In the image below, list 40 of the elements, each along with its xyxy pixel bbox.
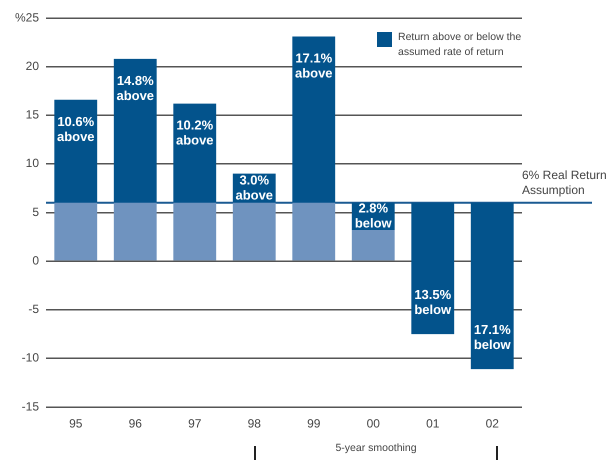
data-label: 17.1% below xyxy=(474,322,512,352)
bar xyxy=(411,202,454,334)
y-tick-label: -5 xyxy=(28,302,40,316)
y-tick-label: %25 xyxy=(14,10,40,24)
bar xyxy=(292,202,336,260)
data-label: 14.8% above xyxy=(116,72,154,103)
x-tick-label: 99 xyxy=(307,416,321,431)
bar xyxy=(54,100,98,203)
bar xyxy=(114,202,157,260)
bar xyxy=(292,36,336,203)
x-tick-label: 01 xyxy=(426,416,440,431)
bar xyxy=(352,230,395,260)
data-label: 10.2% above xyxy=(176,118,214,148)
bar xyxy=(470,202,514,370)
data-label: 3.0% above xyxy=(235,172,274,202)
x-tick-label: 97 xyxy=(188,416,202,431)
y-tick-label: 15 xyxy=(26,108,40,122)
ref-line-label: 6% Real Return Assumption xyxy=(522,168,607,197)
data-label: 10.6% above xyxy=(56,114,95,144)
bar xyxy=(173,104,216,203)
bar xyxy=(54,202,98,260)
legend-label: Return above or below the assumed rate of return xyxy=(398,30,522,60)
bar xyxy=(114,58,157,203)
x-tick-label: 96 xyxy=(128,416,142,431)
x-tick-label: 95 xyxy=(69,416,83,431)
data-label: 2.8% below xyxy=(354,200,393,230)
x-tick-label: 00 xyxy=(366,416,380,431)
y-tick-label: -10 xyxy=(22,350,40,365)
data-label: 13.5% below xyxy=(414,287,452,318)
text: 5-year smoothing xyxy=(335,442,417,454)
bar xyxy=(173,202,216,260)
y-tick-label: 10 xyxy=(26,156,40,170)
y-tick-label: 20 xyxy=(26,58,40,73)
y-tick-label: 5 xyxy=(32,204,40,219)
x-tick-label: 02 xyxy=(486,416,500,431)
bar xyxy=(232,202,276,260)
data-label: 17.1% above xyxy=(294,50,333,81)
x-tick-label: 98 xyxy=(248,416,262,431)
y-tick-label: 0 xyxy=(32,253,40,268)
y-tick-label: -15 xyxy=(22,399,40,414)
